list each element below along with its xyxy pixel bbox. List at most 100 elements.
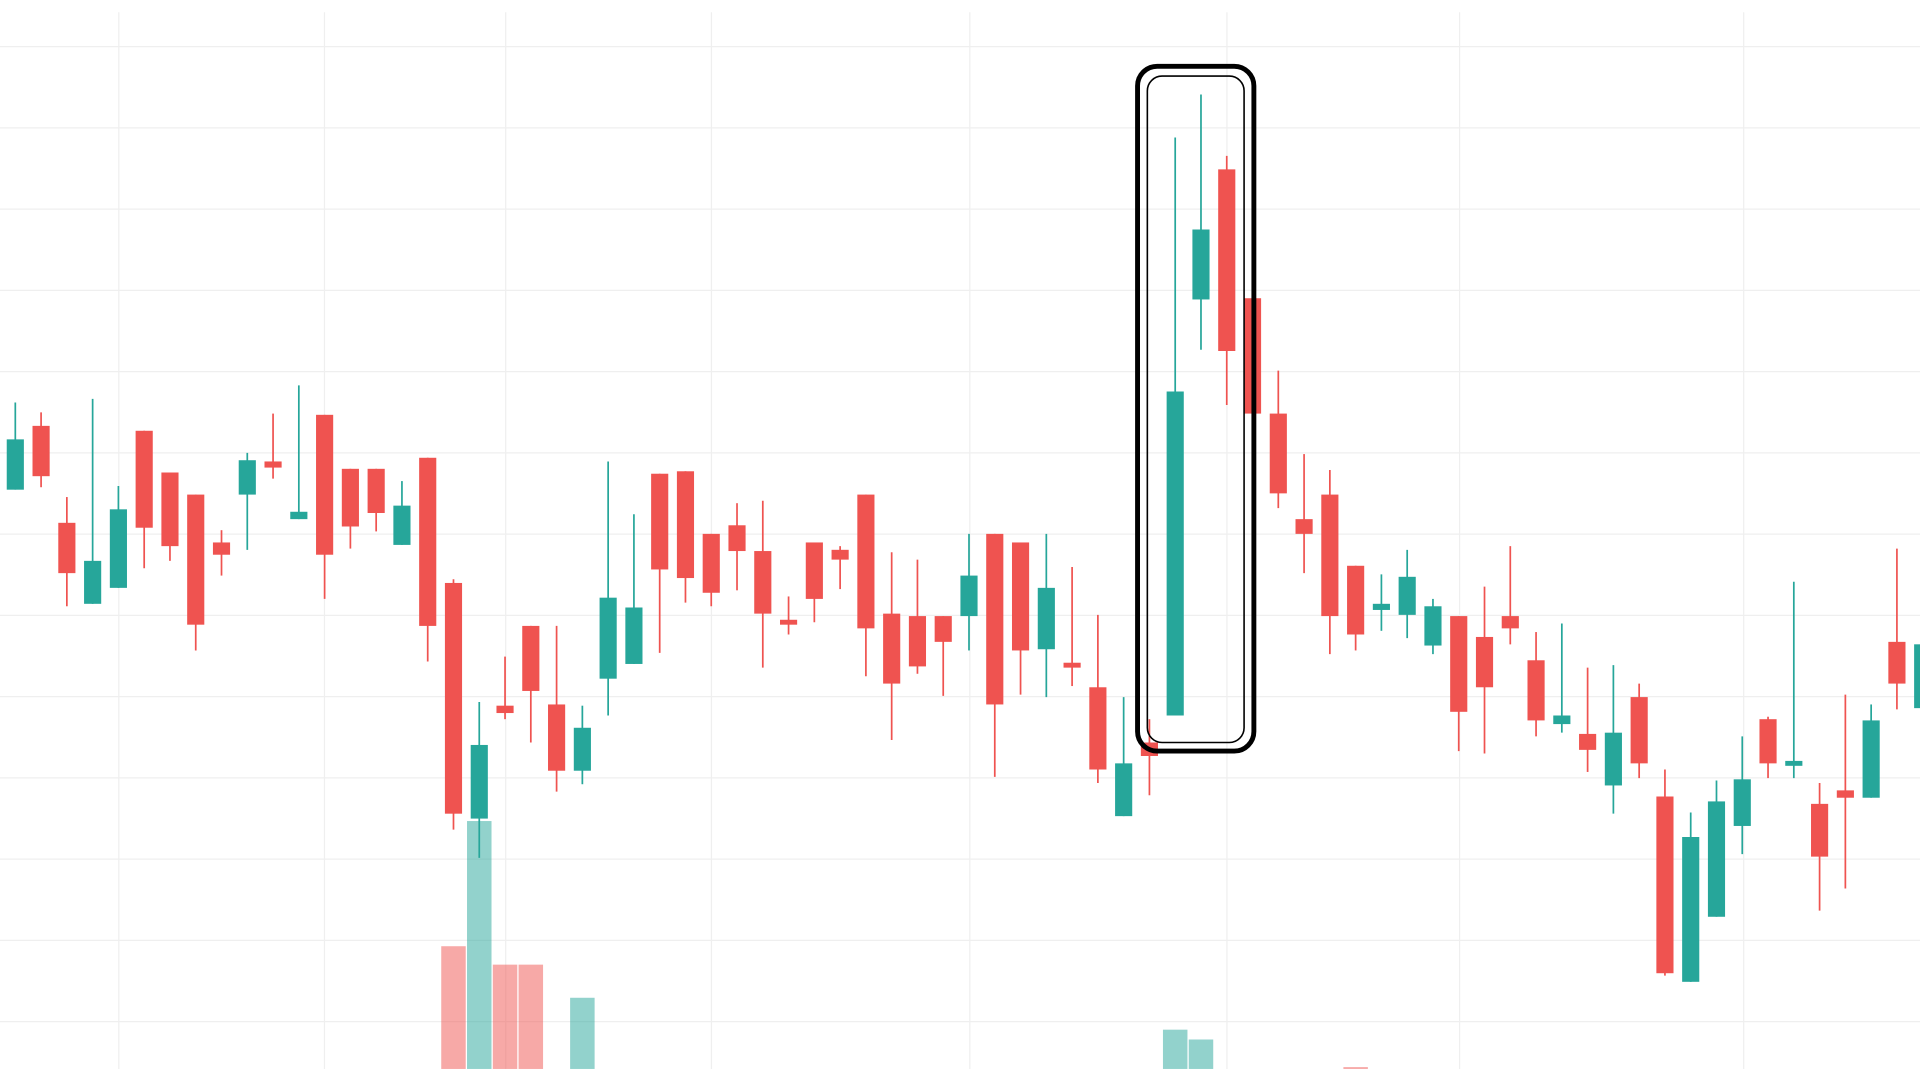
- candle: [1063, 567, 1081, 687]
- candle: [1656, 769, 1674, 976]
- candle-body: [264, 461, 282, 468]
- candle: [1424, 598, 1442, 655]
- candle-body: [1115, 763, 1133, 817]
- candle-body: [1398, 576, 1416, 615]
- candle: [960, 533, 978, 651]
- candle-body: [960, 575, 978, 617]
- candle: [599, 461, 617, 716]
- candle: [187, 494, 205, 651]
- candle: [805, 542, 823, 623]
- candle-body: [367, 468, 385, 513]
- candle-body: [1501, 616, 1519, 629]
- candle: [1914, 644, 1920, 709]
- candles: [6, 94, 1920, 982]
- candle-body: [1450, 616, 1468, 712]
- volume-bar: [1162, 1029, 1188, 1069]
- candle-body: [857, 494, 875, 629]
- volume-bar: [467, 821, 492, 1069]
- candle: [6, 402, 24, 490]
- candle: [341, 468, 359, 549]
- candle-body: [702, 533, 720, 593]
- candle: [212, 530, 231, 576]
- candle: [1733, 736, 1751, 855]
- candle-body: [1656, 796, 1674, 974]
- candle: [1089, 614, 1107, 783]
- candle-body: [908, 616, 927, 667]
- candle-body: [1166, 391, 1184, 716]
- candle: [1862, 704, 1880, 798]
- candle: [934, 616, 952, 696]
- candle-body: [1347, 565, 1365, 635]
- candle-body: [1063, 662, 1081, 668]
- candle-body: [32, 425, 50, 477]
- candle: [1295, 454, 1313, 574]
- volume-bar: [518, 964, 544, 1069]
- candle-body: [1630, 697, 1648, 764]
- candle: [857, 494, 875, 677]
- candle: [393, 481, 411, 545]
- candle: [419, 457, 437, 662]
- candle: [1372, 574, 1390, 631]
- candle: [1888, 548, 1906, 710]
- candle-body: [1579, 733, 1597, 750]
- candle-body: [393, 505, 411, 545]
- candle: [883, 552, 901, 741]
- candle: [780, 596, 798, 635]
- candle-body: [883, 613, 901, 684]
- candle: [316, 414, 334, 599]
- candle-body: [1914, 644, 1920, 709]
- candle: [1682, 812, 1700, 982]
- candle-body: [548, 704, 566, 771]
- candle-body: [238, 460, 256, 495]
- candle-body: [1218, 169, 1236, 351]
- candle: [290, 385, 308, 520]
- candle: [1140, 719, 1158, 796]
- candle: [264, 413, 282, 479]
- candle-body: [934, 616, 952, 642]
- candle: [986, 533, 1004, 777]
- candle: [367, 468, 385, 532]
- candle-body: [754, 551, 772, 614]
- candle: [625, 514, 643, 664]
- candle-body: [1011, 542, 1030, 651]
- candle-body: [135, 430, 153, 528]
- candle: [1269, 370, 1287, 509]
- candle-body: [84, 560, 102, 604]
- candle-body: [1759, 719, 1777, 764]
- candle-body: [58, 522, 76, 574]
- candle: [496, 656, 514, 720]
- candle-body: [1604, 732, 1622, 786]
- candle: [1501, 546, 1519, 645]
- candle: [548, 625, 566, 792]
- candle-body: [6, 439, 24, 490]
- candle: [1037, 533, 1055, 698]
- candle-body: [1733, 779, 1751, 826]
- candle: [1579, 667, 1597, 772]
- candle: [32, 412, 50, 488]
- candle: [444, 579, 463, 830]
- candle-body: [780, 619, 798, 625]
- candle: [1166, 137, 1184, 716]
- candle: [161, 472, 179, 561]
- candle-body: [1888, 641, 1906, 684]
- candle-body: [1192, 229, 1210, 300]
- candle: [135, 430, 153, 569]
- candle: [109, 486, 127, 588]
- candle: [728, 503, 746, 591]
- candle: [1192, 94, 1210, 350]
- candle-body: [1424, 606, 1442, 646]
- candle: [1527, 632, 1545, 737]
- candle-body: [986, 533, 1004, 705]
- candle-body: [1682, 837, 1700, 982]
- candle: [58, 497, 76, 607]
- candle: [1604, 665, 1622, 814]
- volume-bar: [1343, 1067, 1368, 1069]
- candle: [238, 452, 256, 550]
- candle-body: [470, 744, 488, 819]
- candle-body: [599, 597, 617, 679]
- candle-body: [496, 705, 514, 714]
- candle-body: [1811, 803, 1829, 857]
- candle-body: [1269, 413, 1287, 494]
- candle-body: [728, 525, 746, 552]
- candle-body: [573, 727, 591, 771]
